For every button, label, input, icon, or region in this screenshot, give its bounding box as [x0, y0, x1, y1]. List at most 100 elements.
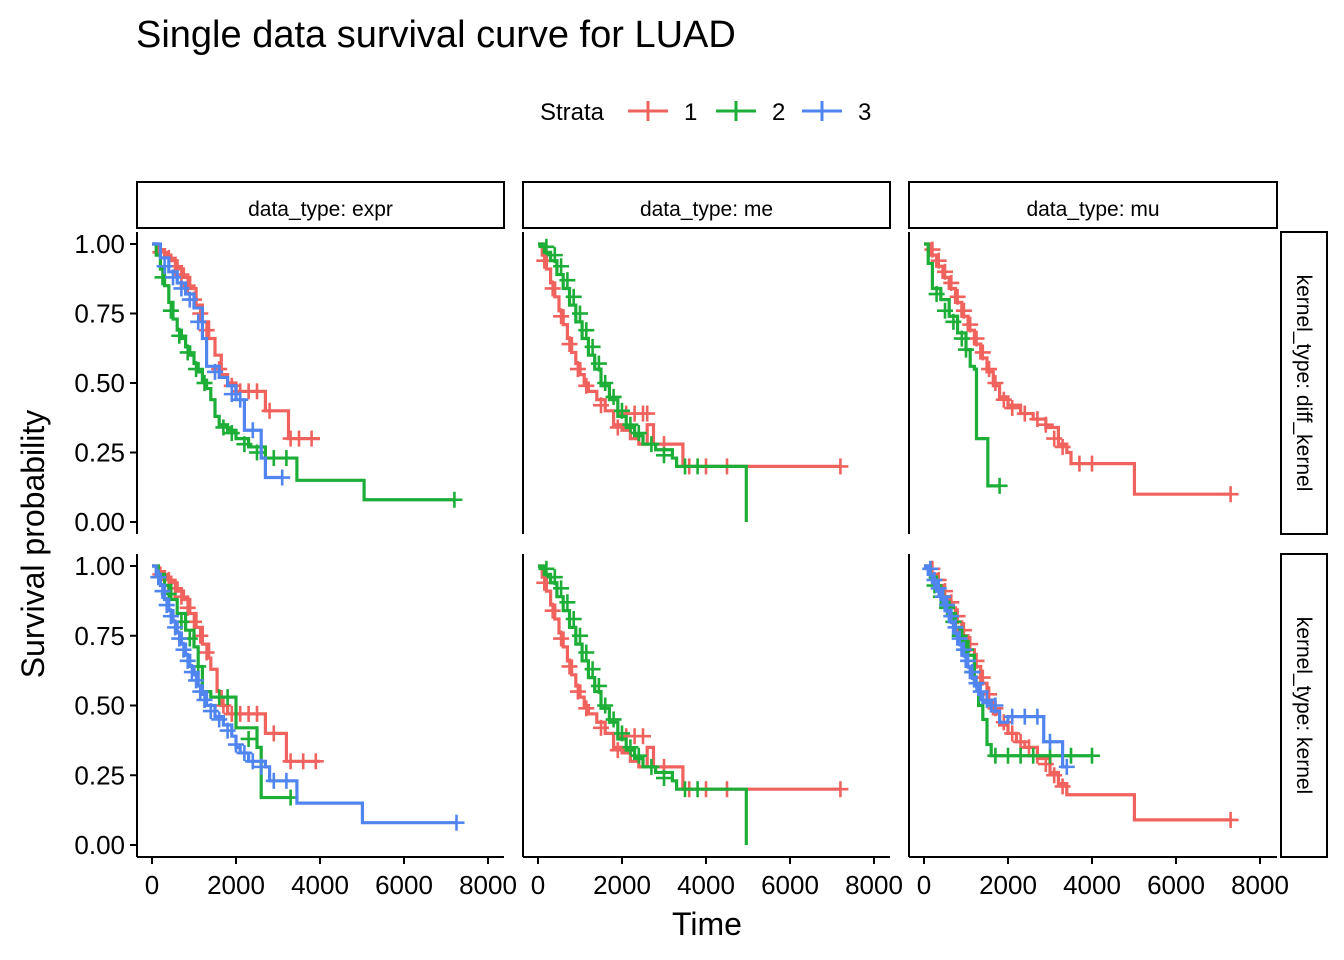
censor-mark-strata-1: [249, 705, 265, 722]
censor-mark-strata-2: [614, 402, 630, 419]
censor-mark-strata-2: [1063, 747, 1079, 764]
y-axis-label: Survival probability: [15, 410, 51, 679]
censor-mark-strata-3: [190, 313, 207, 330]
censor-mark-strata-2: [171, 327, 188, 344]
x-axis-label: Time: [672, 906, 742, 942]
censor-mark-strata-2: [656, 447, 672, 464]
censor-mark-strata-2: [1025, 747, 1042, 764]
censor-mark-strata-3: [1058, 758, 1075, 775]
censor-mark-strata-1: [593, 719, 609, 736]
legend-label-2: 2: [772, 99, 785, 126]
x-tick-label-col-0-2: 4000: [291, 870, 349, 900]
censor-mark-strata-1: [303, 430, 320, 447]
censor-mark-strata-2: [572, 305, 588, 322]
censor-mark-strata-1: [1054, 778, 1071, 795]
censor-mark-strata-3: [150, 569, 167, 586]
km-curve-strata-3: [152, 242, 283, 480]
censor-mark-strata-1: [639, 405, 656, 422]
censor-mark-strata-2: [565, 611, 582, 628]
censor-mark-strata-3: [173, 280, 190, 297]
censor-mark-strata-2: [605, 711, 622, 728]
chart-title: Single data survival curve for LUAD: [136, 14, 736, 56]
x-tick-label-col-0-4: 8000: [459, 870, 517, 900]
facet-strip-label-row-1: kernel_type: kernel: [1292, 617, 1315, 794]
censor-mark-strata-2: [614, 725, 630, 742]
censor-mark-strata-3: [156, 258, 173, 275]
censor-mark-strata-2: [215, 419, 232, 436]
x-tick-label-col-1-2: 4000: [677, 870, 735, 900]
legend-label-1: 1: [684, 99, 697, 126]
censor-mark-strata-3: [188, 672, 205, 689]
km-curve-strata-2: [152, 242, 455, 502]
y-tick-label-row-0-2: 0.50: [74, 368, 125, 398]
censor-mark-strata-2: [630, 425, 647, 442]
censor-mark-strata-1: [930, 252, 947, 269]
legend-label-3: 3: [858, 99, 871, 126]
censor-mark-strata-1: [261, 402, 278, 419]
censor-mark-strata-2: [578, 644, 595, 661]
censor-mark-strata-3: [926, 571, 943, 588]
censor-mark-strata-2: [1084, 747, 1100, 764]
km-curve-strata-1: [924, 564, 1231, 822]
censor-mark-strata-3: [947, 619, 964, 636]
facet-strip-row-1: [1280, 553, 1328, 858]
km-curve-strata-3: [152, 564, 457, 825]
censor-mark-strata-1: [609, 742, 626, 759]
censor-mark-strata-2: [236, 436, 253, 453]
censor-mark-strata-1: [1054, 438, 1071, 455]
censor-mark-strata-1: [593, 397, 609, 414]
censor-mark-strata-1: [173, 588, 190, 605]
censor-mark-strata-1: [1004, 400, 1021, 417]
censor-mark-strata-2: [584, 338, 601, 355]
censor-mark-strata-3: [951, 630, 968, 647]
censor-mark-strata-2: [643, 758, 660, 775]
censor-mark-strata-2: [538, 560, 555, 577]
censor-mark-strata-1: [962, 316, 979, 333]
censor-mark-strata-1: [198, 644, 215, 661]
censor-mark-strata-3: [202, 703, 219, 720]
censor-mark-strata-1: [981, 361, 998, 378]
censor-mark-strata-1: [1084, 455, 1100, 472]
censor-mark-strata-3: [960, 652, 977, 669]
censor-mark-strata-2: [559, 594, 576, 611]
censor-mark-strata-3: [922, 560, 939, 577]
censor-mark-strata-1: [955, 302, 972, 319]
censor-mark-strata-1: [832, 781, 849, 798]
censor-mark-strata-3: [274, 469, 291, 486]
censor-mark-strata-2: [538, 238, 555, 255]
censor-mark-strata-1: [544, 280, 561, 297]
censor-mark-strata-2: [559, 272, 576, 289]
censor-mark-strata-2: [689, 458, 706, 475]
censor-mark-strata-1: [1046, 767, 1063, 784]
panel-1-2: [922, 560, 1239, 828]
censor-mark-strata-3: [244, 422, 261, 439]
censor-mark-strata-1: [553, 308, 570, 325]
censor-mark-strata-3: [955, 641, 972, 658]
censor-mark-strata-1: [569, 361, 586, 378]
censor-mark-strata-2: [553, 580, 570, 597]
x-tick-label-col-2-4: 8000: [1231, 870, 1289, 900]
censor-mark-strata-1: [249, 383, 265, 400]
censor-mark-strata-1: [1037, 416, 1054, 433]
censor-mark-strata-1: [1046, 430, 1063, 447]
censor-mark-strata-3: [979, 691, 995, 708]
y-tick-label-row-1-2: 0.50: [74, 691, 125, 721]
censor-mark-strata-2: [643, 436, 660, 453]
censor-mark-strata-3: [236, 744, 253, 761]
censor-mark-strata-1: [949, 288, 966, 305]
censor-mark-strata-2: [546, 247, 563, 264]
censor-mark-strata-2: [605, 388, 622, 405]
censor-mark-strata-3: [278, 772, 295, 789]
x-tick-label-col-0-1: 2000: [207, 870, 265, 900]
censor-mark-strata-1: [1012, 733, 1029, 750]
censor-mark-strata-1: [578, 377, 595, 394]
x-tick-label-col-1-1: 2000: [593, 870, 651, 900]
censor-mark-strata-2: [553, 258, 570, 275]
censor-mark-strata-3: [192, 683, 209, 700]
y-tick-label-row-1-0: 0.00: [74, 830, 125, 860]
censor-mark-strata-3: [207, 363, 223, 380]
x-tick-label-col-0-3: 6000: [375, 870, 433, 900]
censor-mark-strata-2: [590, 677, 607, 694]
censor-mark-strata-3: [968, 675, 985, 692]
